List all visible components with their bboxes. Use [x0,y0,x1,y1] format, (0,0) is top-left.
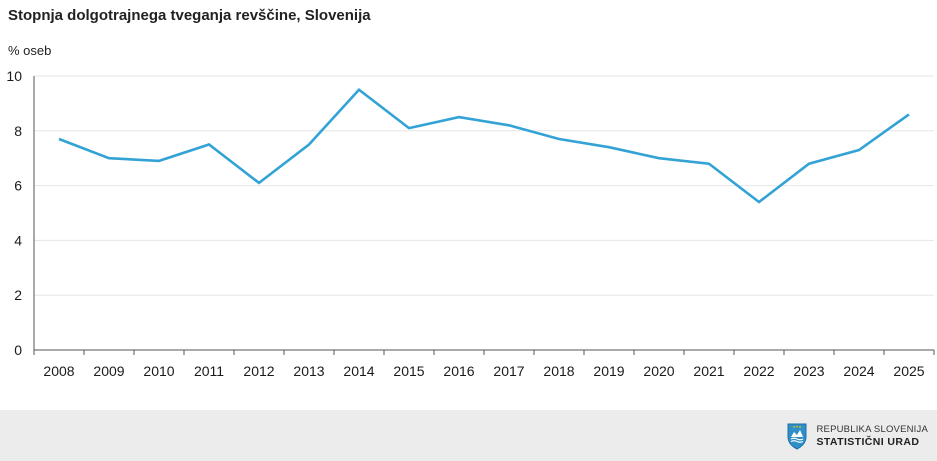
y-tick-label-4: 4 [14,232,22,248]
x-tick-label-2024: 2024 [843,363,874,379]
data-point-2009[interactable] [104,153,114,163]
series-lines [54,85,914,207]
x-tick-label-2008: 2008 [43,363,74,379]
y-tick-label-6: 6 [14,178,22,194]
data-point-2012[interactable] [254,178,264,188]
tick-labels: 0 2 4 6 8 10 2008 2009 2010 2011 2012 2013 2014 2015 2… [6,68,924,379]
slovenian-coat-of-arms-icon [787,423,807,450]
y-tick-label-0: 0 [14,342,22,358]
data-point-2025[interactable] [904,109,914,119]
data-point-2021[interactable] [704,159,714,169]
x-tick-label-2011: 2011 [194,363,224,379]
x-tick-label-2018: 2018 [543,363,574,379]
x-tick-label-2014: 2014 [343,363,374,379]
line-chart: 0 2 4 6 8 10 2008 2009 2010 2011 2012 2013 2014 2015 2… [6,68,935,379]
series-line-0 [58,87,910,204]
x-tick-label-2025: 2025 [893,363,924,379]
data-point-2019[interactable] [604,142,614,152]
chart-title: Stopnja dolgotrajnega tveganja revščine,… [8,7,371,24]
y-tick-label-10: 10 [6,68,22,84]
y-tick-label-8: 8 [14,123,22,139]
footer-bar: REPUBLIKA SLOVENIJA STATISTIČNI URAD [0,410,937,461]
data-point-2011[interactable] [204,140,214,150]
data-point-2015[interactable] [404,123,414,133]
data-point-2013[interactable] [304,140,314,150]
data-point-2008[interactable] [54,134,64,144]
data-point-2017[interactable] [504,120,514,130]
data-point-2023[interactable] [804,159,814,169]
y-axis-unit-label: % oseb [8,43,52,58]
data-point-2016[interactable] [454,112,464,122]
x-tick-label-2020: 2020 [643,363,674,379]
x-tick-label-2022: 2022 [743,363,774,379]
x-tick-label-2021: 2021 [693,363,724,379]
data-point-2014[interactable] [354,85,364,95]
data-point-2020[interactable] [654,153,664,163]
data-point-2018[interactable] [554,134,564,144]
x-tick-label-2015: 2015 [393,363,424,379]
logo-line-1: REPUBLIKA SLOVENIJA [816,424,928,435]
logo-line-2: STATISTIČNI URAD [816,436,920,448]
x-tick-label-2017: 2017 [493,363,524,379]
data-point-2022[interactable] [754,197,764,207]
y-tick-label-2: 2 [14,287,22,303]
statistical-office-logo[interactable]: REPUBLIKA SLOVENIJA STATISTIČNI URAD [786,422,928,450]
grid-lines [34,75,934,296]
data-point-2010[interactable] [154,156,164,166]
x-tick-label-2010: 2010 [143,363,174,379]
axes [33,76,935,355]
x-tick-label-2023: 2023 [793,363,824,379]
data-point-2024[interactable] [854,145,864,155]
x-tick-label-2009: 2009 [93,363,124,379]
x-tick-label-2012: 2012 [243,363,274,379]
x-tick-label-2013: 2013 [293,363,324,379]
x-tick-label-2016: 2016 [443,363,474,379]
x-tick-label-2019: 2019 [593,363,624,379]
